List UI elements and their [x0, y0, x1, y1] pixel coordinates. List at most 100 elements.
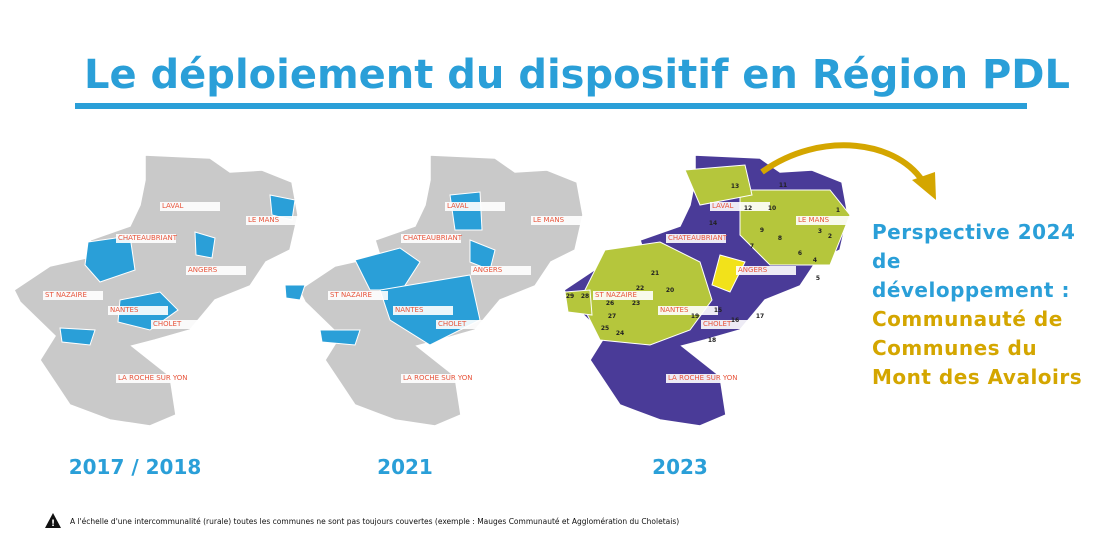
area-number: 6: [798, 250, 802, 257]
area-number: 24: [616, 330, 624, 337]
area-number: 20: [666, 287, 674, 294]
area-number: 21: [651, 270, 659, 277]
city-label: NANTES: [660, 306, 689, 314]
city-label: ST NAZAIRE: [595, 291, 637, 299]
area-number: 12: [744, 205, 752, 212]
area-patch: [684, 164, 753, 206]
map-caption: 2021: [377, 455, 433, 479]
area-number: 25: [601, 325, 609, 332]
city-label: LA ROCHE SUR YON: [668, 374, 738, 382]
city-label: CHOLET: [703, 320, 732, 328]
area-number: 1: [836, 207, 840, 214]
city-label: ANGERS: [473, 266, 503, 274]
city-tag: [436, 320, 496, 329]
city-label: LE MANS: [798, 216, 830, 224]
warning-icon: [45, 513, 61, 528]
area-patch: [564, 289, 593, 316]
area-number: 3: [818, 228, 822, 235]
area-number: 22: [636, 285, 644, 292]
city-tag: [796, 216, 856, 225]
map-caption: 2017 / 2018: [69, 455, 202, 479]
area-patch: [354, 247, 421, 291]
area-number: 23: [632, 300, 640, 307]
city-tag: [246, 216, 306, 225]
area-number: 15: [714, 307, 722, 314]
area-number: 13: [731, 183, 739, 190]
city-tag: [666, 374, 726, 383]
city-label: CHOLET: [153, 320, 182, 328]
area-number: 14: [709, 220, 717, 227]
city-label: LAVAL: [712, 202, 734, 210]
city-tag: [160, 202, 220, 211]
warning-mark: !: [51, 519, 55, 529]
title-underline: [75, 103, 1027, 109]
area-number: 27: [608, 313, 616, 320]
city-tag: [401, 374, 461, 383]
city-tag: [151, 320, 211, 329]
area-number: 4: [813, 257, 817, 264]
city-tag: [116, 374, 176, 383]
arrow: [760, 142, 928, 187]
city-label: LAVAL: [447, 202, 469, 210]
city-tag: [116, 234, 176, 243]
area-number: 19: [691, 313, 699, 320]
city-label: ST NAZAIRE: [330, 291, 372, 299]
area-patch: [194, 231, 216, 259]
city-tag: [328, 291, 388, 300]
area-number: 11: [779, 182, 787, 189]
city-tag: [401, 234, 461, 243]
area-number: 29: [566, 293, 574, 300]
area-number: 7: [750, 243, 754, 250]
city-tag: [471, 266, 531, 275]
title: Le déploiement du dispositif en Région P…: [84, 52, 1070, 98]
city-label: LA ROCHE SUR YON: [118, 374, 188, 382]
area-patch: [59, 327, 96, 346]
city-label: ANGERS: [188, 266, 218, 274]
city-tag: [531, 216, 591, 225]
area-number: 16: [731, 317, 739, 324]
city-tag: [186, 266, 246, 275]
city-label: NANTES: [395, 306, 424, 314]
city-label: ANGERS: [738, 266, 768, 274]
city-tag: [43, 291, 103, 300]
area-patch: [319, 329, 361, 346]
city-label: LAVAL: [162, 202, 184, 210]
area-number: 2: [828, 233, 832, 240]
city-label: CHOLET: [438, 320, 467, 328]
city-tag: [710, 202, 770, 211]
city-tag: [658, 306, 718, 315]
area-number: 9: [760, 227, 764, 234]
area-number: 18: [708, 337, 716, 344]
city-label: CHATEAUBRIANT: [118, 234, 178, 242]
area-number: 8: [778, 235, 782, 242]
city-label: LA ROCHE SUR YON: [403, 374, 473, 382]
perspective-intro: Perspective 2024 de développement :: [872, 220, 1076, 302]
city-label: ST NAZAIRE: [45, 291, 87, 299]
city-tag: [108, 306, 168, 315]
city-label: LE MANS: [533, 216, 565, 224]
perspective: Perspective 2024 de développement : Comm…: [872, 218, 1087, 392]
area-number: 26: [606, 300, 614, 307]
area-patch: [711, 254, 746, 293]
maps: LAVAL LE MANS CHATEAUBRIANT ANGERS ST NAZAIR…: [13, 154, 856, 479]
footnote: A l'échelle d'une intercommunalité (rura…: [70, 517, 679, 526]
city-tag: [701, 320, 761, 329]
area-patch: [284, 284, 306, 301]
city-tag: [445, 202, 505, 211]
area-number: 5: [816, 275, 820, 282]
map-caption: 2023: [652, 455, 708, 479]
arrow-head: [912, 172, 936, 200]
perspective-highlight: Communauté de Communes du Mont des Avalo…: [872, 307, 1083, 389]
city-tag: [666, 234, 726, 243]
city-label: LE MANS: [248, 216, 280, 224]
area-number: 10: [768, 205, 776, 212]
city-label: CHATEAUBRIANT: [668, 234, 728, 242]
city-label: CHATEAUBRIANT: [403, 234, 463, 242]
area-number: 28: [581, 293, 589, 300]
city-label: NANTES: [110, 306, 139, 314]
city-tag: [736, 266, 796, 275]
area-number: 17: [756, 313, 764, 320]
city-tag: [593, 291, 653, 300]
